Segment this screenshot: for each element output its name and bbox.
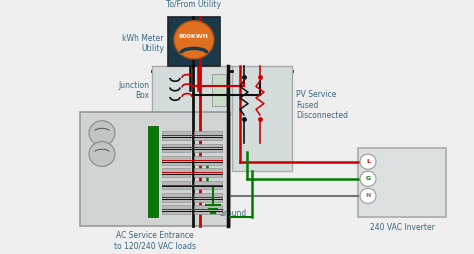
- Bar: [194, 193, 222, 202]
- Text: 800KWH: 800KWH: [179, 35, 209, 39]
- Text: Junction
Box: Junction Box: [118, 81, 149, 100]
- Bar: [148, 126, 158, 217]
- Circle shape: [360, 171, 376, 186]
- Text: G: G: [365, 176, 371, 181]
- Bar: [162, 168, 190, 177]
- Text: Ground: Ground: [219, 209, 247, 218]
- Bar: [194, 156, 222, 165]
- Circle shape: [174, 21, 214, 59]
- Bar: [194, 144, 222, 152]
- Bar: [162, 193, 190, 202]
- Bar: [162, 205, 190, 214]
- Bar: [162, 181, 190, 189]
- Bar: [162, 144, 190, 152]
- Bar: [152, 67, 234, 114]
- Bar: [194, 205, 222, 214]
- Bar: [212, 74, 226, 106]
- Bar: [162, 131, 190, 140]
- Text: L: L: [366, 159, 370, 164]
- Text: PV Service
Fused
Disconnected: PV Service Fused Disconnected: [296, 90, 348, 120]
- Circle shape: [360, 188, 376, 203]
- Text: 240 VAC Inverter: 240 VAC Inverter: [370, 223, 435, 232]
- Bar: [194, 181, 222, 189]
- Bar: [232, 67, 292, 171]
- Circle shape: [360, 154, 376, 169]
- Bar: [80, 112, 230, 226]
- Bar: [168, 17, 220, 67]
- Text: kWh Meter
Utility: kWh Meter Utility: [122, 34, 164, 53]
- Bar: [358, 148, 446, 217]
- Bar: [162, 156, 190, 165]
- Bar: [194, 131, 222, 140]
- Text: To/From Utility: To/From Utility: [166, 0, 221, 9]
- Bar: [194, 168, 222, 177]
- Text: AC Service Entrance
to 120/240 VAC loads: AC Service Entrance to 120/240 VAC loads: [114, 231, 196, 250]
- Circle shape: [89, 142, 115, 166]
- Circle shape: [89, 121, 115, 146]
- Text: N: N: [365, 194, 371, 198]
